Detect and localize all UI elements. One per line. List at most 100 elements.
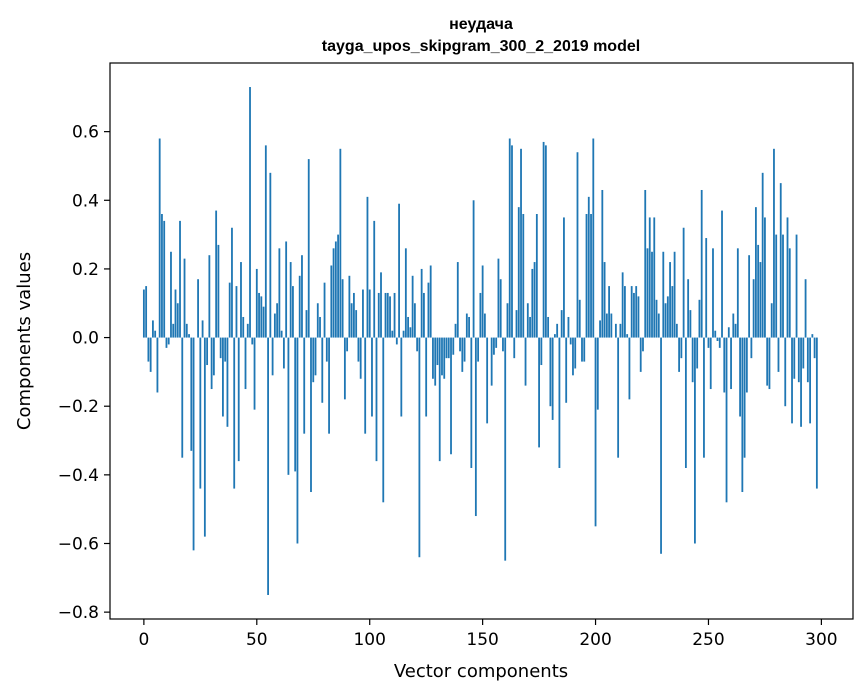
bar (416, 337, 419, 352)
bar (660, 337, 662, 554)
bar (642, 337, 644, 352)
bar (294, 337, 297, 472)
bar (560, 310, 563, 338)
bar (754, 207, 757, 338)
bar (224, 337, 227, 362)
bar (723, 337, 726, 393)
bar (522, 214, 525, 338)
bar (797, 337, 800, 383)
x-tick-label: 300 (805, 630, 837, 650)
bar (664, 303, 667, 338)
bar (393, 292, 396, 338)
bar (436, 337, 439, 366)
bar (181, 337, 184, 458)
bar (495, 337, 498, 348)
bar (531, 268, 534, 338)
bar (183, 258, 186, 338)
bar (800, 337, 802, 427)
bar (718, 337, 721, 348)
bar (273, 313, 276, 338)
bar (477, 337, 480, 362)
bar (748, 255, 751, 338)
bar (806, 337, 809, 383)
bar (251, 337, 254, 345)
bar (249, 87, 251, 338)
bar (190, 337, 193, 451)
bar (404, 248, 407, 338)
bar (730, 337, 732, 390)
bar (142, 289, 145, 338)
bar (362, 289, 364, 338)
bar (526, 303, 529, 338)
bar (380, 272, 382, 338)
bar (567, 316, 570, 338)
bar (353, 292, 355, 338)
bar (538, 337, 540, 448)
bar (700, 189, 703, 338)
bar (233, 337, 236, 489)
bar (684, 337, 687, 468)
bar (558, 337, 561, 468)
plot-frame (109, 62, 854, 620)
bar (813, 337, 816, 359)
bar (337, 234, 339, 338)
bar (556, 323, 559, 338)
bar (646, 248, 649, 338)
bar (678, 337, 681, 372)
bar (784, 337, 787, 407)
bar (314, 337, 317, 376)
bar (662, 251, 665, 338)
bar (764, 217, 766, 338)
bar (639, 337, 642, 372)
bar (594, 337, 597, 527)
x-axis: 0 50 100 150 200 250 300 (138, 619, 838, 650)
bar (461, 337, 464, 372)
bar (490, 337, 493, 386)
bar (675, 323, 678, 338)
bar (269, 172, 272, 338)
bar (301, 255, 303, 338)
bar (339, 148, 342, 338)
bar (574, 337, 577, 369)
bar (669, 262, 671, 338)
bar (145, 286, 148, 338)
bar (483, 313, 486, 338)
bar (549, 337, 552, 407)
bar (540, 337, 543, 366)
bar (161, 214, 163, 338)
bar (581, 337, 583, 362)
chart-subtitle: tayga_upos_skipgram_300_2_2019 model (322, 38, 640, 55)
bar (736, 248, 739, 338)
y-axis: −0.8 −0.6 −0.4 −0.2 0.0 0.2 0.4 0.6 (58, 123, 110, 623)
y-tick-label: 0.0 (72, 329, 99, 349)
bar (605, 313, 608, 338)
bar (481, 265, 484, 338)
bar (425, 337, 428, 417)
bar (429, 265, 432, 338)
bar (515, 310, 518, 338)
bar (271, 337, 274, 376)
bar (691, 337, 694, 383)
bars-group (142, 87, 818, 595)
bar (459, 337, 461, 352)
bar (614, 323, 617, 338)
bar (572, 337, 574, 376)
bar (454, 323, 457, 338)
bar (648, 217, 651, 338)
bar (420, 268, 423, 338)
bar (307, 159, 310, 338)
bar (635, 286, 638, 338)
bar (680, 337, 683, 359)
bar (624, 286, 626, 338)
bar (438, 337, 441, 462)
bar (366, 196, 369, 338)
bar (355, 310, 358, 338)
bar (815, 337, 818, 489)
bar (280, 330, 283, 338)
bar (413, 303, 416, 338)
bar (240, 262, 242, 338)
bar (630, 286, 633, 338)
bar (348, 275, 351, 338)
bar (682, 227, 685, 338)
bar (303, 337, 306, 434)
